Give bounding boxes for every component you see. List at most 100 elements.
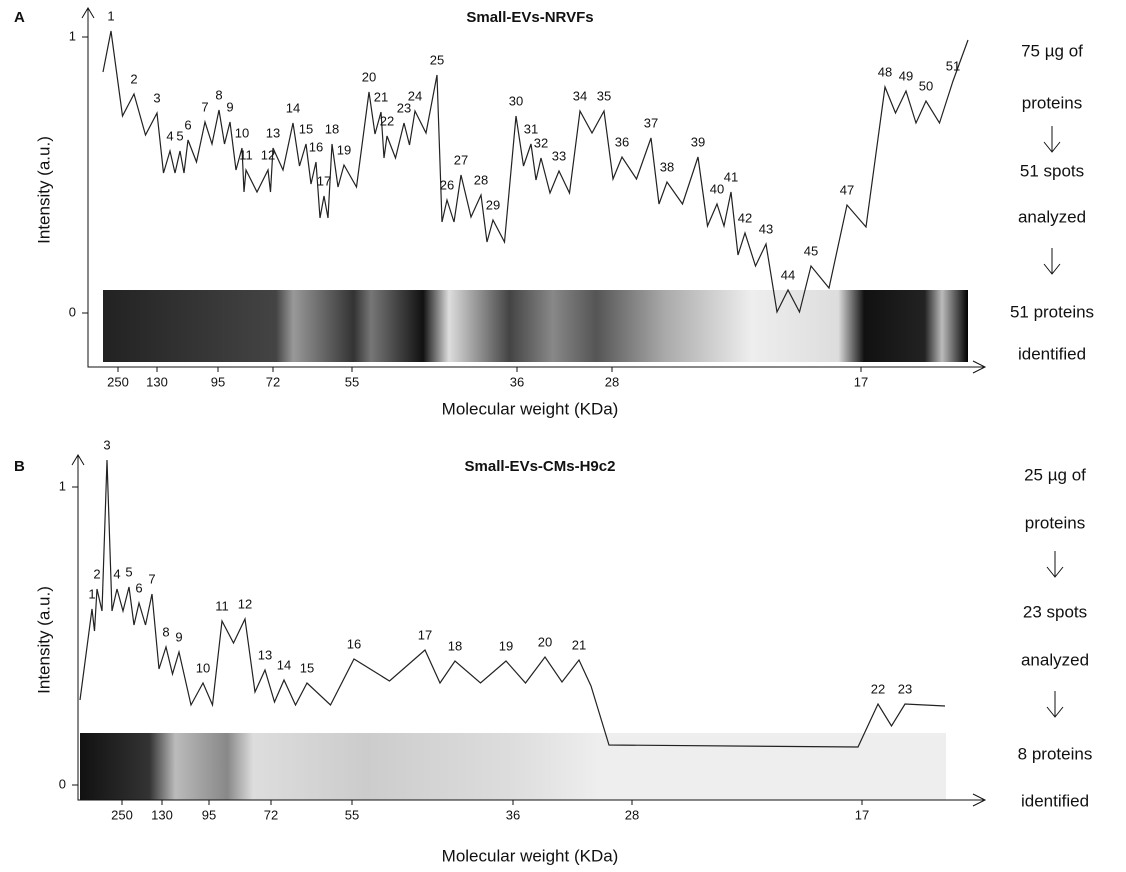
workflow-step: identified [1021,791,1089,810]
gel-strip [103,290,968,362]
panel-label: B [14,458,25,475]
peak-label: 26 [440,177,454,192]
peak-label: 18 [325,121,339,136]
peak-label: 36 [615,134,629,149]
peak-label: 10 [196,660,210,675]
x-tick-label: 36 [510,374,524,389]
peak-label: 49 [899,68,913,83]
peak-label: 21 [572,637,586,652]
x-tick-label: 55 [345,807,359,822]
peak-label: 43 [759,221,773,236]
workflow-arrow [1043,126,1061,153]
x-axis-label: Molecular weight (KDa) [442,846,619,865]
peak-label: 14 [277,657,291,672]
peak-label: 33 [552,148,566,163]
panel-label: A [14,9,25,26]
y-axis-label: Intensity (a.u.) [34,586,53,694]
peak-label: 51 [946,58,960,73]
x-tick-label: 250 [111,807,133,822]
axes [71,454,987,807]
peak-label: 2 [93,566,100,581]
peak-label: 27 [454,152,468,167]
peak-label: 37 [644,115,658,130]
x-tick-label: 55 [345,374,359,389]
peak-label: 21 [374,89,388,104]
peak-label: 45 [804,243,818,258]
workflow-arrow [1046,551,1064,578]
peak-label: 17 [418,627,432,642]
peak-label: 11 [239,147,253,162]
workflow-step: 75 µg of [1021,41,1083,60]
peak-label: 16 [309,139,323,154]
peak-label: 1 [88,586,95,601]
peak-label: 14 [286,100,300,115]
y-tick-label: 0 [69,304,76,319]
peak-label: 10 [235,125,249,140]
peak-label: 28 [474,172,488,187]
workflow-step: proteins [1022,93,1082,112]
x-tick-label: 17 [854,374,868,389]
peak-label: 3 [153,90,160,105]
x-tick-label: 28 [605,374,619,389]
x-tick-label: 95 [211,374,225,389]
peak-label: 11 [215,598,229,613]
y-tick-label: 1 [59,478,66,493]
peak-label: 20 [362,69,376,84]
peak-label: 15 [300,660,314,675]
workflow-arrow [1043,248,1061,275]
peak-label: 5 [176,128,183,143]
peak-label: 25 [430,52,444,67]
peak-label: 8 [162,624,169,639]
peak-label: 34 [573,88,587,103]
peak-label: 19 [499,638,513,653]
intensity-trace [79,459,946,748]
peak-label: 44 [781,267,795,282]
peak-label: 6 [135,580,142,595]
workflow-step: analyzed [1021,650,1089,669]
workflow-step: 8 proteins [1018,744,1093,763]
peak-label: 39 [691,134,705,149]
peak-label: 48 [878,64,892,79]
x-tick-label: 72 [266,374,280,389]
peak-label: 41 [724,169,738,184]
x-tick-label: 250 [107,374,129,389]
panel-title: Small-EVs-NRVFs [466,9,593,26]
peak-label: 31 [524,121,538,136]
peak-label: 9 [226,99,233,114]
peak-label: 20 [538,634,552,649]
peak-label: 18 [448,638,462,653]
peak-label: 7 [201,99,208,114]
y-tick-label: 1 [69,28,76,43]
peak-label: 22 [380,113,394,128]
peak-label: 8 [215,87,222,102]
peak-label: 23 [898,681,912,696]
workflow-step: proteins [1025,513,1085,532]
peak-label: 9 [175,629,182,644]
x-tick-label: 130 [146,374,168,389]
x-axis-label: Molecular weight (KDa) [442,399,619,418]
workflow-step: 51 proteins [1010,302,1094,321]
peak-label: 50 [919,78,933,93]
x-tick-label: 17 [855,807,869,822]
intensity-trace [102,30,969,314]
workflow-step: 51 spots [1020,161,1084,180]
axes [81,7,987,374]
peak-label: 35 [597,88,611,103]
peak-label: 22 [871,681,885,696]
gel-strip [80,733,946,800]
peak-label: 19 [337,142,351,157]
peak-label: 47 [840,182,854,197]
workflow-step: 25 µg of [1024,465,1086,484]
y-tick-label: 0 [59,776,66,791]
peak-label: 4 [113,566,120,581]
peak-label: 23 [397,100,411,115]
peak-label: 15 [299,121,313,136]
peak-label: 7 [148,571,155,586]
x-tick-label: 130 [151,807,173,822]
workflow-step: 23 spots [1023,602,1087,621]
peak-label: 3 [103,437,110,452]
x-tick-label: 72 [264,807,278,822]
panel-title: Small-EVs-CMs-H9c2 [465,458,616,475]
peak-label: 2 [130,71,137,86]
